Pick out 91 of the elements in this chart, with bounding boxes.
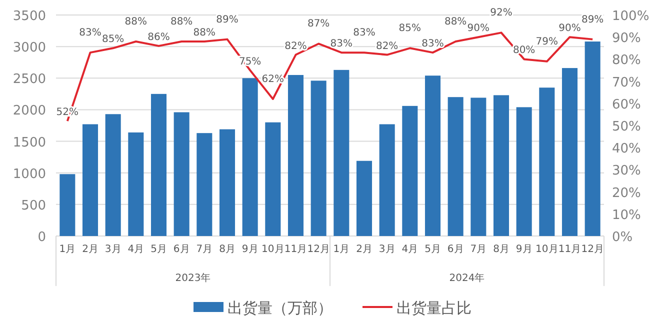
bar	[219, 129, 236, 236]
bar	[470, 98, 486, 236]
bar	[493, 95, 510, 236]
data-label: 88%	[193, 28, 216, 39]
y2-tick-label: 40%	[612, 142, 641, 157]
x-tick-label: 11月	[284, 244, 308, 255]
text: 2024年	[449, 272, 485, 284]
bar	[379, 124, 395, 236]
x-tick-label: 3月	[104, 244, 122, 255]
bar	[356, 160, 372, 236]
bar	[150, 94, 167, 236]
y2-tick-label: 60%	[612, 97, 641, 112]
data-label: 83%	[330, 38, 353, 50]
data-label: 83%	[353, 28, 376, 39]
legend-label: 出货量占比	[396, 299, 472, 317]
data-label: 83%	[79, 28, 102, 39]
x-tick-label: 7月	[196, 244, 213, 255]
bar	[334, 70, 350, 236]
data-label: 90%	[558, 23, 581, 34]
bar	[539, 88, 555, 236]
x-tick-label: 9月	[516, 244, 532, 255]
bar	[82, 124, 98, 236]
bar	[174, 112, 190, 236]
y-tick-label: 0	[38, 230, 46, 245]
y2-tick-label: 90%	[612, 31, 641, 46]
data-label: 87%	[307, 18, 330, 30]
data-label: 92%	[490, 8, 512, 19]
data-label: 85%	[102, 34, 124, 46]
bar	[310, 80, 326, 236]
y-tick-label: 3500	[12, 9, 46, 24]
y-tick-label: 500	[21, 198, 46, 214]
data-label: 89%	[581, 14, 604, 26]
x-tick-label: 3月	[378, 244, 396, 255]
x-tick-label: 5月	[424, 244, 441, 255]
y2-tick-label: 30%	[612, 164, 641, 179]
bar	[562, 68, 578, 236]
x-tick-label: 9月	[242, 244, 258, 255]
y-tick-label: 2500	[12, 72, 46, 88]
data-label: 82%	[284, 40, 307, 52]
x-tick-label: 12月	[581, 244, 604, 255]
x-tick-label: 2月	[356, 244, 372, 255]
y2-tick-label: 100%	[612, 9, 650, 24]
y2-tick-label: 50%	[612, 120, 641, 134]
x-tick-label: 10月	[536, 244, 558, 255]
x-tick-label: 1月	[59, 244, 76, 255]
x-tick-label: 2月	[82, 244, 98, 255]
bar	[60, 174, 76, 236]
x-tick-label: 4月	[128, 244, 144, 255]
bar	[288, 74, 304, 236]
x-tick-label: 4月	[402, 244, 418, 255]
x-tick-label: 1月	[333, 244, 350, 255]
data-label: 90%	[467, 23, 490, 34]
x-tick-label: 8月	[219, 244, 236, 255]
bar	[402, 106, 418, 236]
data-label: 86%	[148, 32, 170, 43]
x-tick-label: 5月	[150, 244, 167, 255]
bar	[242, 78, 258, 236]
x-tick-label: 6月	[173, 244, 190, 255]
data-label: 88%	[170, 16, 193, 28]
bar	[448, 97, 464, 236]
bar	[584, 42, 600, 236]
y-tick-label: 1500	[12, 135, 46, 150]
bar	[196, 133, 212, 236]
bar	[105, 114, 121, 236]
x-tick-label: 6月	[447, 244, 464, 255]
y-tick-label: 2000	[12, 104, 46, 119]
x-tick-label: 8月	[493, 244, 510, 255]
bar	[265, 122, 281, 236]
text: 2023年	[175, 272, 211, 284]
data-label: 85%	[398, 23, 422, 34]
y-tick-label: 3000	[12, 40, 46, 56]
x-tick-label: 12月	[307, 244, 330, 255]
x-tick-label: 7月	[470, 244, 487, 255]
y2-tick-label: 0%	[612, 230, 633, 245]
data-label: 83%	[422, 38, 444, 50]
y2-tick-label: 80%	[612, 53, 641, 68]
y2-tick-label: 70%	[612, 75, 641, 90]
x-tick-label: 10月	[262, 244, 284, 255]
data-label: 88%	[124, 16, 148, 28]
data-label: 88%	[444, 16, 467, 28]
bar	[128, 132, 144, 236]
legend-label: 出货量（万部）	[228, 299, 332, 317]
data-label: 79%	[536, 36, 558, 48]
data-label: 82%	[376, 40, 398, 52]
bar	[424, 76, 441, 236]
bar	[516, 107, 532, 236]
y2-tick-label: 10%	[612, 208, 641, 223]
y2-tick-label: 20%	[612, 186, 641, 201]
x-tick-label: 11月	[558, 244, 582, 255]
data-label: 89%	[216, 14, 238, 26]
y-tick-label: 1000	[12, 166, 46, 182]
